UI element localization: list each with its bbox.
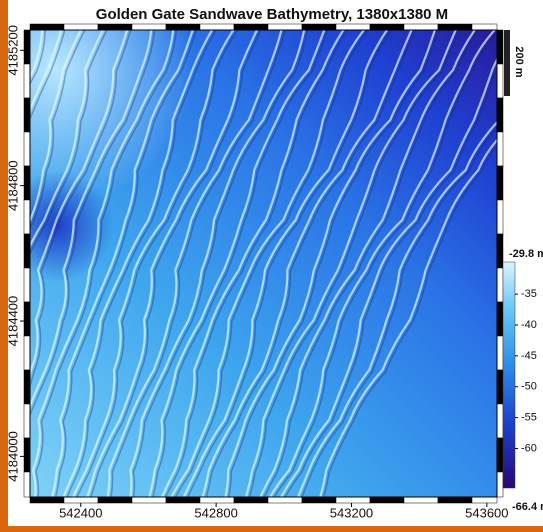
y-tick-label: 4184400 — [5, 296, 20, 347]
frame-segment — [24, 166, 30, 200]
frame-segment — [24, 98, 30, 132]
frame-segment — [166, 497, 200, 503]
frame-segment — [497, 132, 503, 166]
frame-segment — [200, 497, 234, 503]
frame-segment — [497, 268, 503, 302]
frame-segment — [438, 497, 472, 503]
map-figure: Golden Gate Sandwave Bathymetry, 1380x13… — [0, 0, 543, 532]
frame-segment — [472, 497, 497, 503]
frame-segment — [268, 24, 302, 30]
frame-segment — [370, 497, 404, 503]
frame-segment — [438, 24, 472, 30]
frame-segment — [497, 166, 503, 200]
frame-segment — [24, 370, 30, 404]
frame-segment — [24, 438, 30, 472]
frame-segment — [497, 404, 503, 438]
frame-segment — [234, 24, 268, 30]
frame-segment — [64, 24, 98, 30]
frame-segment — [370, 24, 404, 30]
frame-segment — [98, 24, 132, 30]
colorbar-tick-label: -35 — [521, 288, 537, 300]
colorbar-tick-label: -55 — [521, 412, 537, 424]
x-tick-label: 543600 — [465, 505, 508, 520]
frame-segment — [302, 24, 336, 30]
colorbar-min-label: -66.4 m — [512, 501, 543, 513]
frame-segment — [497, 30, 503, 64]
x-tick-label: 542800 — [194, 505, 237, 520]
frame-segment — [497, 472, 503, 497]
frame-segment — [497, 370, 503, 404]
y-tick-label: 4184800 — [5, 160, 20, 211]
frame-segment — [24, 302, 30, 336]
colorbar-tick-label: -45 — [521, 350, 537, 362]
frame-segment — [268, 497, 302, 503]
frame-segment — [497, 200, 503, 234]
frame-segment — [24, 30, 30, 64]
scale-bar-label: 200 m — [513, 46, 525, 77]
frame-segment — [24, 234, 30, 268]
colorbar — [503, 262, 515, 488]
frame-segment — [497, 438, 503, 472]
frame-segment — [404, 497, 438, 503]
colorbar-tick-label: -40 — [521, 319, 537, 331]
x-tick-label: 543200 — [330, 505, 373, 520]
frame-segment — [497, 302, 503, 336]
frame-segment — [30, 24, 64, 30]
map-title: Golden Gate Sandwave Bathymetry, 1380x13… — [96, 6, 448, 23]
frame-segment — [336, 24, 370, 30]
frame-segment — [98, 497, 132, 503]
frame-segment — [24, 132, 30, 166]
frame-segment — [132, 24, 166, 30]
frame-segment — [24, 472, 30, 497]
scale-bar — [504, 30, 510, 96]
frame-segment — [24, 268, 30, 302]
frame-segment — [64, 497, 98, 503]
colorbar-tick-label: -60 — [521, 442, 537, 454]
colorbar-max-label: -29.8 m — [509, 248, 543, 260]
frame-segment — [200, 24, 234, 30]
frame-segment — [132, 497, 166, 503]
frame-segment — [497, 64, 503, 98]
y-tick-label: 4185200 — [5, 25, 20, 76]
bathymetry-image — [0, 20, 543, 522]
x-tick-label: 542400 — [59, 505, 102, 520]
frame-segment — [336, 497, 370, 503]
colorbar-tick-label: -50 — [521, 381, 537, 393]
frame-segment — [24, 404, 30, 438]
y-tick-label: 4184000 — [5, 431, 20, 482]
frame-segment — [24, 336, 30, 370]
frame-segment — [497, 98, 503, 132]
frame-segment — [30, 497, 64, 503]
frame-segment — [497, 336, 503, 370]
frame-segment — [302, 497, 336, 503]
frame-segment — [166, 24, 200, 30]
frame-segment — [24, 200, 30, 234]
bottom-border — [0, 526, 543, 532]
frame-segment — [497, 234, 503, 268]
frame-segment — [24, 64, 30, 98]
frame-segment — [472, 24, 497, 30]
frame-segment — [234, 497, 268, 503]
frame-segment — [404, 24, 438, 30]
